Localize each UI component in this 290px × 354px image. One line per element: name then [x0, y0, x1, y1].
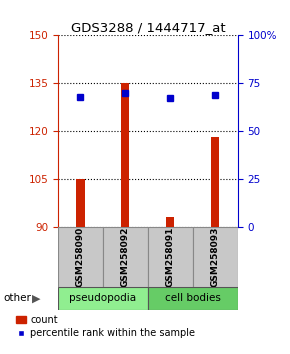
Text: other: other: [3, 293, 31, 303]
Title: GDS3288 / 1444717_at: GDS3288 / 1444717_at: [70, 21, 225, 34]
Bar: [122, 83, 129, 227]
Bar: [103, 227, 148, 287]
Text: GSM258090: GSM258090: [76, 227, 85, 287]
Bar: [211, 137, 219, 227]
Bar: [77, 179, 84, 227]
Bar: [148, 227, 193, 287]
Bar: [58, 287, 148, 310]
Bar: [166, 217, 174, 227]
Text: GSM258091: GSM258091: [166, 227, 175, 287]
Text: ▶: ▶: [32, 293, 40, 303]
Text: GSM258092: GSM258092: [121, 227, 130, 287]
Legend: count, percentile rank within the sample: count, percentile rank within the sample: [17, 315, 195, 338]
Bar: [58, 227, 103, 287]
Text: pseudopodia: pseudopodia: [69, 293, 137, 303]
Text: GSM258093: GSM258093: [211, 227, 220, 287]
Bar: [193, 227, 238, 287]
Bar: [148, 287, 238, 310]
Text: cell bodies: cell bodies: [165, 293, 221, 303]
